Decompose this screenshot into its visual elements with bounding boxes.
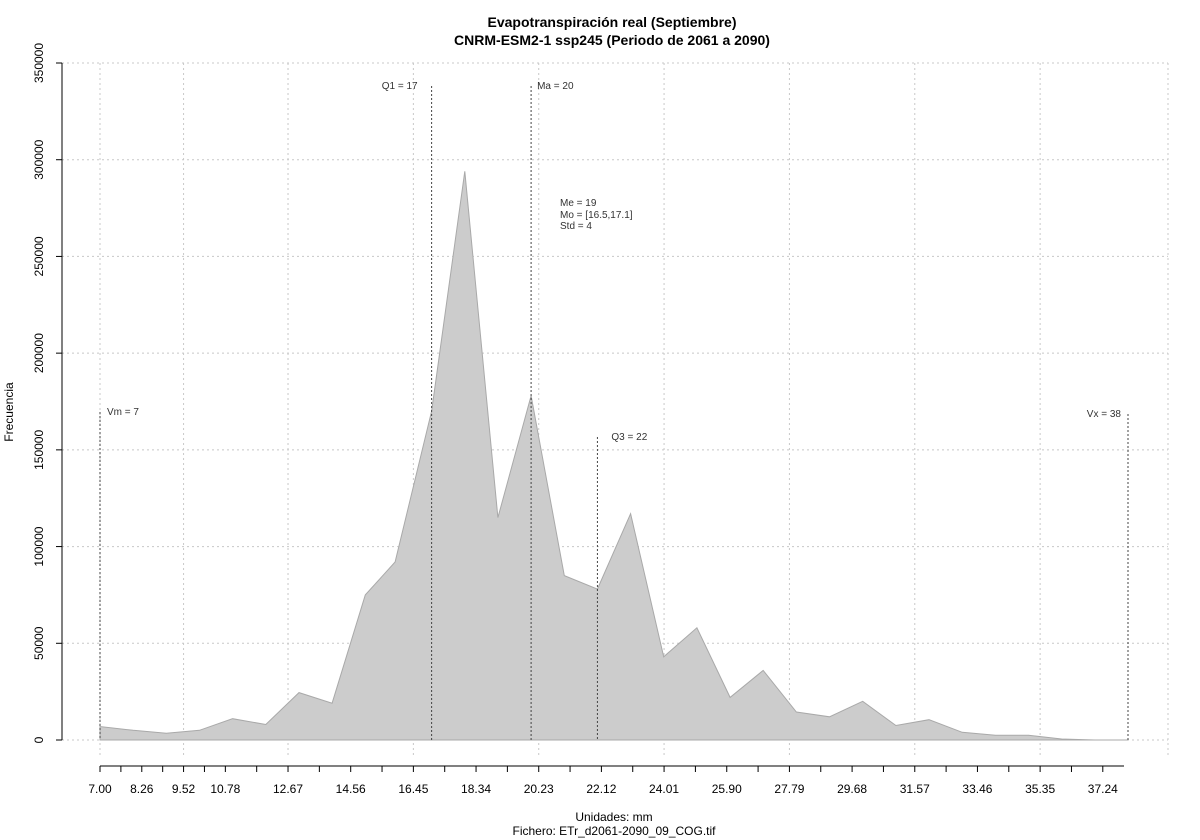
y-tick-label: 150000 bbox=[32, 430, 46, 470]
stat-std: Std = 4 bbox=[560, 221, 592, 232]
x-axis-label: Unidades: mm bbox=[575, 810, 652, 824]
marker-label: Vm = 7 bbox=[107, 407, 139, 418]
x-tick-label: 22.12 bbox=[586, 782, 616, 796]
x-tick-label: 8.26 bbox=[130, 782, 154, 796]
y-tick-label: 300000 bbox=[32, 139, 46, 179]
x-tick-label: 33.46 bbox=[962, 782, 992, 796]
y-tick-label: 350000 bbox=[32, 43, 46, 83]
x-tick-label: 25.90 bbox=[712, 782, 742, 796]
y-tick-label: 100000 bbox=[32, 526, 46, 566]
frequency-area bbox=[99, 171, 1128, 741]
x-tick-label: 7.00 bbox=[88, 782, 112, 796]
y-tick-label: 0 bbox=[32, 736, 46, 743]
y-tick-label: 50000 bbox=[32, 626, 46, 660]
x-tick-label: 12.67 bbox=[273, 782, 303, 796]
stat-mode: Mo = [16.5,17.1] bbox=[560, 210, 633, 221]
y-tick-label: 250000 bbox=[32, 236, 46, 276]
x-tick-label: 29.68 bbox=[837, 782, 867, 796]
x-tick-label: 9.52 bbox=[172, 782, 196, 796]
x-tick-label: 14.56 bbox=[336, 782, 366, 796]
x-tick-label: 37.24 bbox=[1088, 782, 1118, 796]
chart-subtitle: CNRM-ESM2-1 ssp245 (Periodo de 2061 a 20… bbox=[454, 32, 770, 48]
x-tick-label: 16.45 bbox=[398, 782, 428, 796]
x-tick-label: 20.23 bbox=[524, 782, 554, 796]
x-tick-label: 10.78 bbox=[210, 782, 240, 796]
x-tick-label: 31.57 bbox=[900, 782, 930, 796]
x-tick-label: 27.79 bbox=[774, 782, 804, 796]
markers: Vm = 7 Q1 = 17 Ma = 20 Q3 = 22 Vx = 38 bbox=[99, 81, 1129, 740]
marker-label: Q3 = 22 bbox=[611, 432, 647, 443]
marker-label: Ma = 20 bbox=[537, 81, 574, 92]
x-tick-label: 24.01 bbox=[649, 782, 679, 796]
y-tick-label: 200000 bbox=[32, 333, 46, 373]
file-caption: Fichero: ETr_d2061-2090_09_COG.tif bbox=[513, 824, 717, 838]
stat-median: Me = 19 bbox=[560, 198, 597, 209]
chart-title: Evapotranspiración real (Septiembre) bbox=[488, 14, 737, 30]
y-axis-label: Frecuencia bbox=[2, 382, 16, 442]
marker-label: Q1 = 17 bbox=[382, 81, 418, 92]
x-tick-label: 18.34 bbox=[461, 782, 491, 796]
grid bbox=[62, 62, 1169, 756]
x-tick-label: 35.35 bbox=[1025, 782, 1055, 796]
axes: 0 50000 100000 150000 200000 250000 300000 3500… bbox=[32, 43, 1124, 796]
marker-label: Vx = 38 bbox=[1087, 409, 1122, 420]
